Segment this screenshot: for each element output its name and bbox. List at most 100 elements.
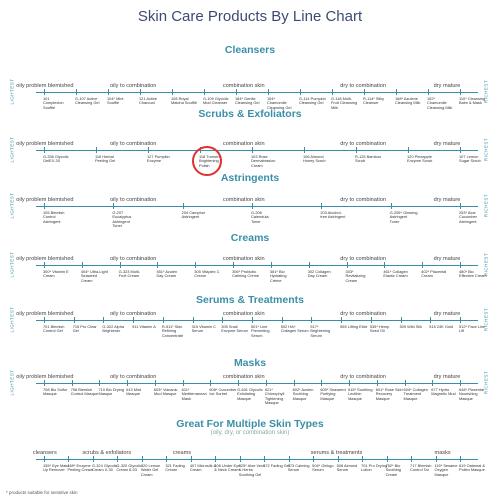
product-label: G-205* Ginseng Astringent Toner: [389, 210, 418, 224]
product-label: 701 Pro Drying Lotion: [361, 463, 388, 473]
zone-label: dry to combination: [340, 197, 386, 204]
product-label: 108 Royal Matcha Soufflé: [171, 96, 197, 106]
zone-label: dry to combination: [340, 141, 386, 148]
product-label: G-323 Multi-Fruit Cream: [118, 269, 141, 279]
product-tick: [408, 147, 409, 153]
product-tick: [117, 456, 119, 462]
product-tick: [113, 203, 115, 209]
scale-line: [36, 206, 478, 207]
product-label: 710 Bio Drying Masque: [98, 387, 124, 397]
product-tick: [288, 456, 290, 462]
product-tick: [268, 89, 269, 95]
product-tick: [293, 380, 295, 386]
zone-label: oily to combination: [110, 83, 157, 90]
product-label: G-109 Glycolic Mud Cleanser: [203, 96, 229, 106]
product-tick: [99, 380, 101, 386]
zone-label: oily problem blemished: [16, 256, 74, 263]
zone-label: oily problem blemished: [16, 311, 74, 318]
lightest-label: LIGHTEST: [9, 192, 15, 219]
product-label: 203 Alcohol-free Astringent: [320, 210, 346, 220]
zone-label: combination skin: [222, 374, 265, 381]
scale-line: [36, 459, 478, 460]
product-label: 305 Snail Enzyme Serum: [221, 324, 248, 334]
lightest-label: LIGHTEST: [9, 78, 15, 105]
product-label: 315 Vitamin C Serum: [191, 324, 216, 334]
product-label: G-118 Multi-Fruit Cleansing Milk: [331, 96, 358, 110]
product-label: 677 Hydro Magnetic Mud: [431, 387, 456, 397]
product-tick: [364, 89, 365, 95]
section-heading: Cleansers: [224, 44, 276, 56]
product-label: 105 Blemish Control Astringent: [43, 210, 65, 224]
product-tick: [376, 380, 378, 386]
product-label: 204 Camphor Astringent: [181, 210, 206, 220]
zone-label: combination skin: [222, 256, 265, 263]
product-tick: [119, 262, 121, 268]
product-tick: [204, 89, 205, 95]
lightest-label: LIGHTEST: [9, 306, 15, 333]
product-tick: [81, 262, 83, 268]
product-label: 361* Bio Hydrating Crème: [269, 269, 287, 283]
product-label: 512* Face Line Lift: [459, 324, 486, 334]
product-tick: [270, 262, 272, 268]
product-label: G-107 Active Cleansing Gel: [75, 96, 100, 106]
product-label: 305 Vitaplex C Cream: [194, 269, 220, 279]
highlight-circle: [192, 146, 222, 176]
section-heading: Serums & Treatments: [196, 294, 304, 306]
product-tick: [192, 317, 194, 323]
product-label: 155* Eye Make Up Remover: [43, 463, 70, 473]
product-tick: [252, 147, 253, 153]
section-heading: Scrubs & Exfoliators: [198, 108, 302, 120]
product-label: 480* Bio Effective Cream: [459, 269, 487, 279]
product-label: 320 Lemon Water Gel Cream: [140, 463, 161, 477]
product-label: G-322 Alpha Brightener: [102, 324, 125, 334]
scale-line: [36, 92, 478, 93]
product-tick: [44, 262, 45, 268]
zone-label: dry mature: [433, 311, 461, 318]
product-label: 602* Azulen Soothing Masque: [292, 387, 314, 401]
product-tick: [157, 262, 159, 268]
product-label: 619 Oatmeal & Pollen Masque: [459, 463, 485, 473]
product-label: 461* Collagen Elastic Cream: [383, 269, 408, 279]
product-tick: [133, 317, 135, 323]
product-label: 154* Chamomile Cleansing Gel: [267, 96, 292, 110]
product-tick: [390, 203, 392, 209]
product-label: 168* Azulene Cleansing Milk: [395, 96, 421, 106]
product-tick: [422, 262, 424, 268]
product-tick: [71, 380, 73, 386]
zone-label: dry mature: [433, 197, 461, 204]
zone-label: oily to combination: [110, 141, 157, 148]
product-label: 451* Azulen Day Cream: [156, 269, 178, 279]
product-tick: [281, 317, 283, 323]
zone-label: oily to combination: [110, 311, 157, 318]
zone-label: oily to combination: [110, 374, 157, 381]
product-label: 110* Cleansing Balm & Mask: [459, 96, 486, 106]
product-label: 103 Rose Dermabrasion Cream: [251, 154, 276, 168]
product-label: G-206 Calendula Toner: [251, 210, 269, 224]
zone-label: dry mature: [433, 256, 461, 263]
lightest-label: LIGHTEST: [9, 251, 15, 278]
product-tick: [435, 456, 437, 462]
product-tick: [44, 203, 45, 209]
product-label: G-631 Glycolic Exfoliating Masque: [237, 387, 263, 401]
zone-label: dry to combination: [340, 256, 386, 263]
product-tick: [44, 317, 45, 323]
product-tick: [73, 317, 75, 323]
product-tick: [44, 147, 45, 153]
product-label: 508 Almond Serum: [336, 463, 358, 473]
product-tick: [140, 89, 141, 95]
product-tick: [92, 456, 94, 462]
product-tick: [103, 317, 105, 323]
product-tick: [195, 262, 197, 268]
section-heading: Great For Multiple Skin Types: [176, 418, 324, 430]
product-tick: [460, 380, 461, 386]
product-tick: [460, 147, 461, 153]
product-tick: [141, 456, 143, 462]
product-label: 104* Mint Soufflé: [107, 96, 124, 106]
product-label: 407 Microsilk C Cream: [189, 463, 217, 473]
product-tick: [252, 203, 253, 209]
product-label: 303* Revitalizing Cream: [345, 269, 366, 283]
product-tick: [460, 89, 461, 95]
product-label: 502 HA+ Collagen Serum: [280, 324, 309, 334]
product-tick: [460, 456, 461, 462]
zone-label: oily problem blemished: [16, 83, 74, 90]
